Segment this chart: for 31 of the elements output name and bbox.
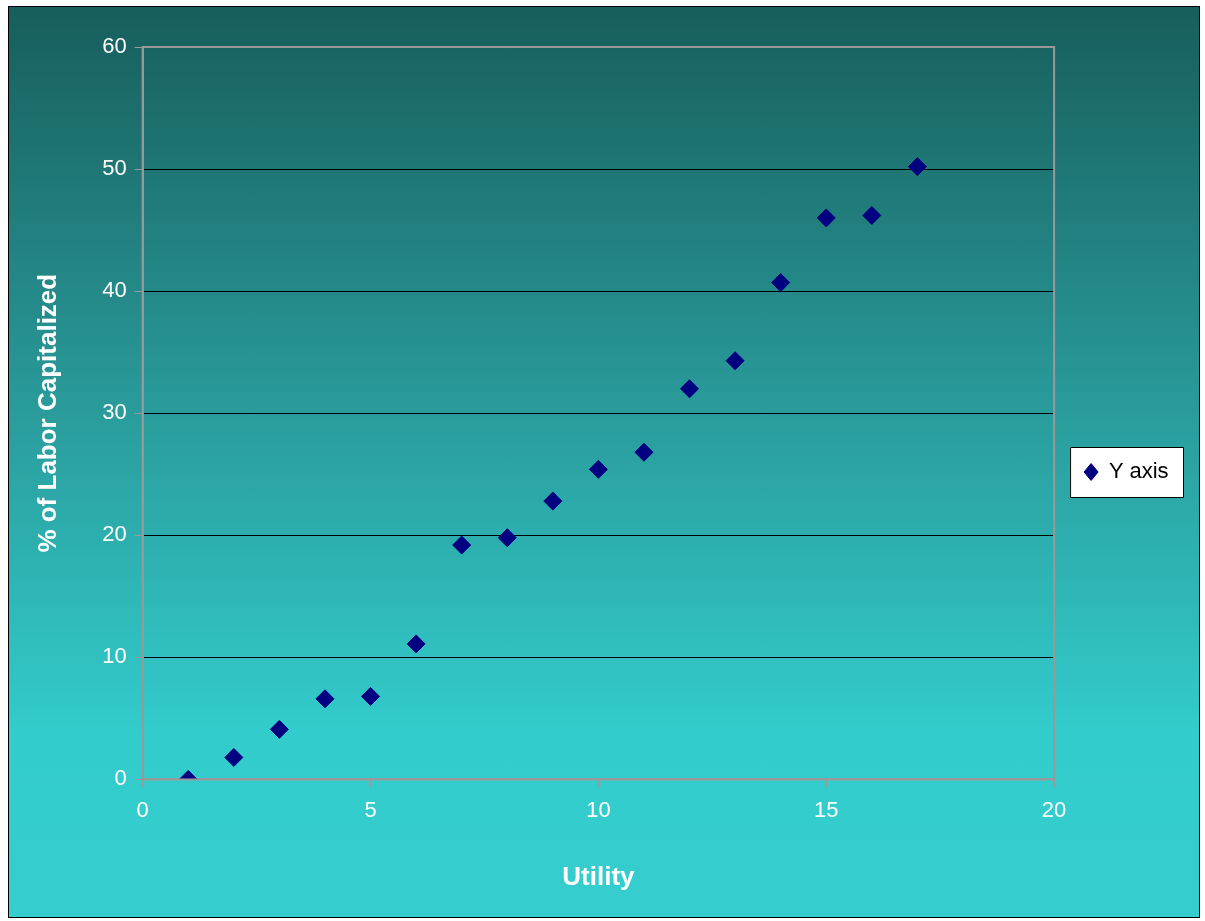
point — [634, 442, 654, 462]
point — [862, 205, 882, 225]
point — [224, 747, 244, 767]
x-tick-label: 10 — [586, 796, 611, 822]
point — [588, 459, 608, 479]
point — [543, 491, 563, 511]
x-tick-label: 15 — [813, 796, 839, 822]
y-tick-label: 20 — [102, 521, 127, 547]
point — [406, 634, 426, 654]
legend-label: Y axis — [1109, 458, 1169, 484]
x-tick-label: 0 — [136, 796, 149, 822]
point — [680, 379, 700, 399]
y-tick-label: 0 — [114, 765, 127, 791]
point — [452, 535, 472, 555]
y-tick-label: 30 — [102, 399, 127, 425]
point — [907, 157, 927, 177]
x-tick-label: 20 — [1041, 796, 1067, 822]
point — [725, 351, 745, 371]
point — [497, 528, 517, 548]
y-tick-label: 50 — [102, 155, 127, 181]
y-tick-label: 10 — [102, 643, 127, 669]
point — [361, 686, 381, 706]
y-tick-label: 60 — [102, 33, 127, 59]
y-tick-label: 40 — [102, 277, 127, 303]
y-axis-title: % of Labor Capitalized — [31, 273, 62, 553]
point — [771, 273, 791, 293]
point — [816, 208, 836, 228]
x-axis-title: Utility — [562, 860, 636, 891]
point — [315, 689, 335, 709]
x-tick-label: 5 — [364, 796, 377, 822]
point — [269, 719, 289, 739]
